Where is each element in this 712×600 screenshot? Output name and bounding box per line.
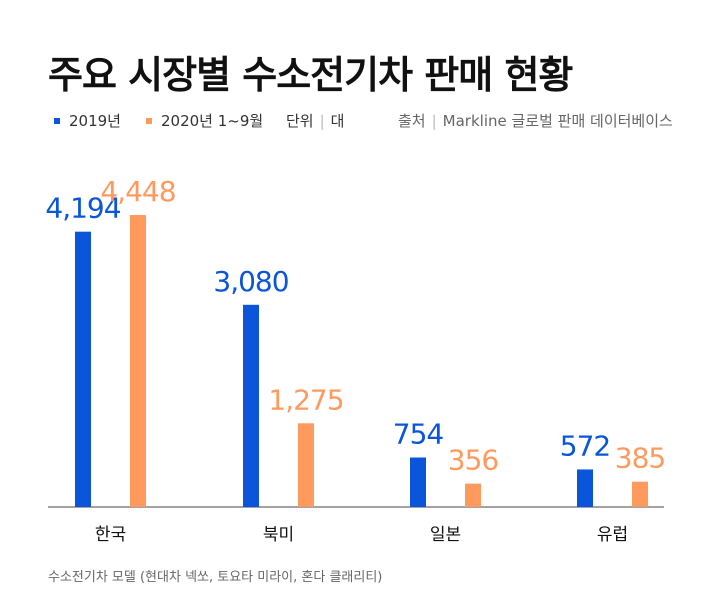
bar-0-series-0 bbox=[75, 231, 91, 508]
category-label-1: 북미 bbox=[263, 525, 294, 545]
category-label-3: 유럽 bbox=[597, 525, 628, 545]
chart-title: 주요 시장별 수소전기차 판매 현황 bbox=[48, 53, 573, 97]
legend-item-2020: 2020년 1~9월 bbox=[146, 110, 263, 131]
bar-2-series-1 bbox=[465, 483, 481, 507]
bar-0-series-1 bbox=[130, 215, 146, 507]
source-info: 출처 | Markline 글로벌 판매 데이터베이스 bbox=[398, 110, 673, 131]
data-label-1-series-1: 1,275 bbox=[268, 383, 343, 416]
legend-swatch-2019 bbox=[54, 117, 60, 124]
data-label-0-series-1: 4,448 bbox=[100, 175, 175, 208]
unit-value: 대 bbox=[330, 112, 345, 130]
category-label-0: 한국 bbox=[95, 525, 126, 545]
legend-item-2019: 2019년 bbox=[54, 110, 121, 131]
bar-2-series-0 bbox=[410, 457, 426, 507]
data-label-3-series-0: 572 bbox=[560, 429, 610, 462]
source-value: Markline 글로벌 판매 데이터베이스 bbox=[442, 112, 673, 130]
legend-label-2020: 2020년 1~9월 bbox=[161, 112, 264, 130]
bar-1-series-0 bbox=[243, 304, 259, 507]
source-label: 출처 bbox=[398, 112, 426, 130]
data-label-3-series-1: 385 bbox=[615, 442, 665, 475]
unit-separator: | bbox=[319, 111, 325, 130]
bar-1-series-1 bbox=[298, 423, 314, 507]
data-label-0-series-0: 4,194 bbox=[45, 192, 120, 225]
bar-3-series-0 bbox=[577, 469, 593, 507]
unit-info: 단위 | 대 bbox=[286, 110, 344, 131]
bar-3-series-1 bbox=[632, 481, 648, 507]
legend-label-2019: 2019년 bbox=[69, 112, 121, 130]
category-label-2: 일본 bbox=[430, 525, 461, 545]
footnote: 수소전기차 모델 (현대차 넥쏘, 토요타 미라이, 혼다 클래리티) bbox=[48, 570, 383, 585]
source-separator: | bbox=[431, 111, 437, 130]
unit-label: 단위 bbox=[286, 112, 314, 130]
data-label-2-series-1: 356 bbox=[448, 444, 499, 477]
data-label-1-series-0: 3,080 bbox=[213, 265, 288, 298]
data-label-2-series-0: 754 bbox=[393, 418, 444, 451]
legend-swatch-2020 bbox=[146, 117, 152, 124]
